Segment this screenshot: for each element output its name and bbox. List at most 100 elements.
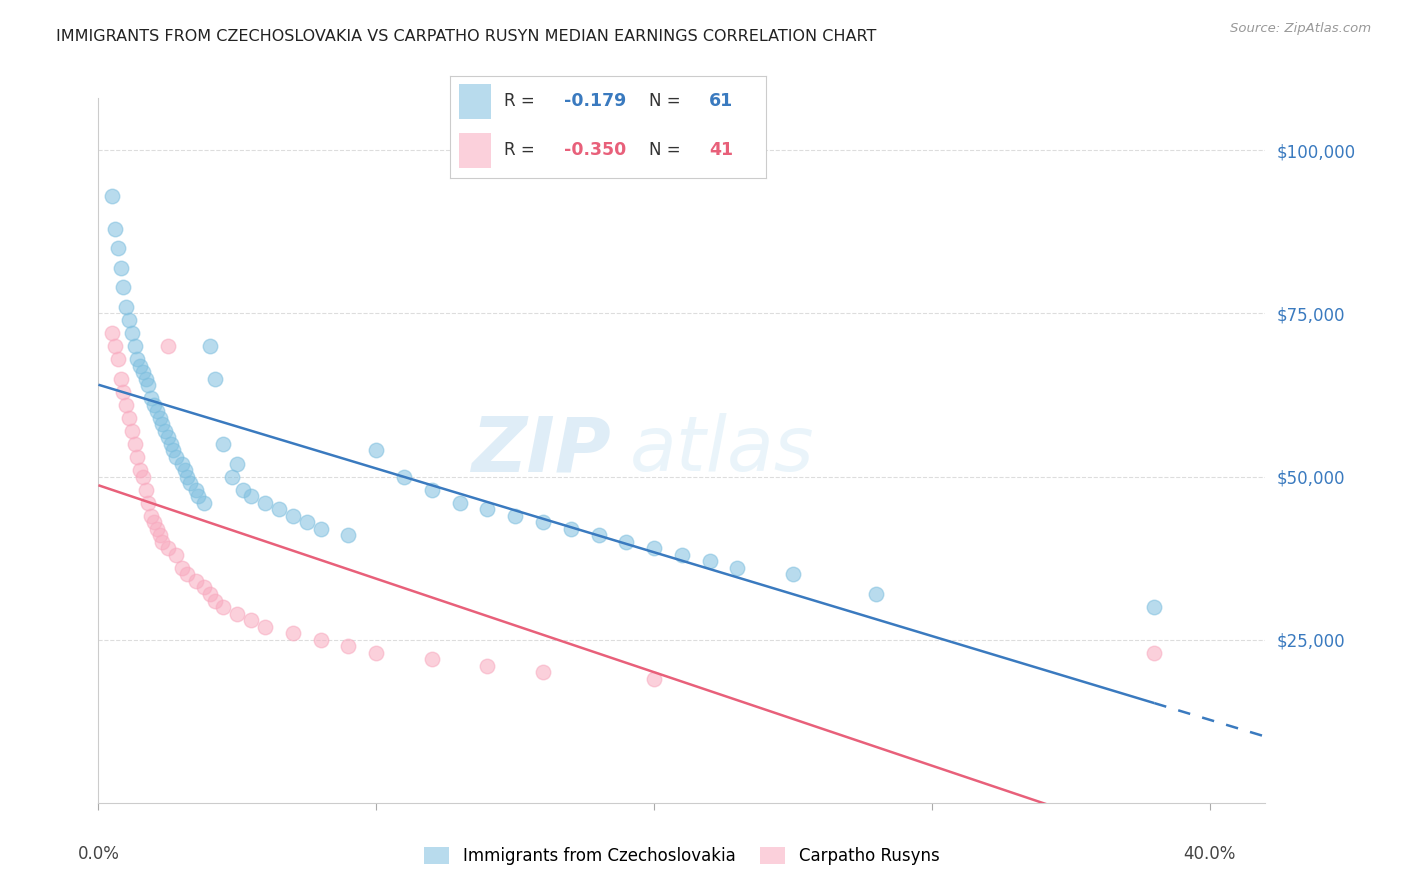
Point <box>477 658 499 673</box>
Point <box>162 443 184 458</box>
Point <box>614 534 637 549</box>
Point <box>477 502 499 516</box>
Point <box>176 469 198 483</box>
Point <box>449 496 471 510</box>
Point <box>588 528 610 542</box>
Point <box>110 372 132 386</box>
Text: atlas: atlas <box>630 414 814 487</box>
Point <box>281 508 304 523</box>
Point <box>143 398 166 412</box>
Point <box>132 365 155 379</box>
Point <box>118 410 141 425</box>
Point <box>127 352 149 367</box>
Point <box>148 410 170 425</box>
Text: -0.350: -0.350 <box>564 141 626 159</box>
Point <box>221 469 243 483</box>
Point <box>112 280 135 294</box>
Point <box>865 587 887 601</box>
Point <box>146 404 169 418</box>
Point <box>267 502 290 516</box>
Point <box>115 300 138 314</box>
Point <box>1143 646 1166 660</box>
Point <box>153 424 176 438</box>
Point <box>254 496 277 510</box>
Point <box>179 476 201 491</box>
Point <box>124 437 146 451</box>
Text: 40.0%: 40.0% <box>1184 846 1236 863</box>
Point <box>110 260 132 275</box>
Point <box>132 469 155 483</box>
Point <box>727 561 749 575</box>
Point <box>212 437 235 451</box>
Point <box>159 437 181 451</box>
Point <box>198 339 221 353</box>
Point <box>143 515 166 529</box>
Point <box>503 508 526 523</box>
Point <box>104 221 127 235</box>
Point <box>643 672 665 686</box>
Point <box>531 515 554 529</box>
Point <box>226 607 249 621</box>
Point <box>643 541 665 556</box>
Point <box>420 652 443 666</box>
Bar <box>460 133 491 168</box>
Point <box>1143 600 1166 615</box>
Text: R =: R = <box>503 93 540 111</box>
Point <box>156 430 179 444</box>
Point <box>309 632 332 647</box>
Point <box>173 463 195 477</box>
Point <box>309 522 332 536</box>
Point <box>121 424 143 438</box>
Point <box>176 567 198 582</box>
Text: R =: R = <box>503 141 540 159</box>
Point <box>187 489 209 503</box>
Point <box>671 548 693 562</box>
Point <box>254 619 277 633</box>
Point <box>184 483 207 497</box>
Point <box>121 326 143 340</box>
Point <box>129 463 152 477</box>
Point <box>184 574 207 588</box>
Text: N =: N = <box>650 141 686 159</box>
Point <box>138 496 160 510</box>
Point <box>107 241 129 255</box>
Point <box>240 489 263 503</box>
Point <box>165 450 187 464</box>
Point <box>699 554 721 568</box>
Point <box>104 339 127 353</box>
Point <box>135 483 157 497</box>
Point <box>337 639 360 653</box>
Point <box>150 534 173 549</box>
Point <box>193 581 215 595</box>
Point <box>129 359 152 373</box>
Point <box>170 457 193 471</box>
Point <box>782 567 804 582</box>
Text: -0.179: -0.179 <box>564 93 626 111</box>
Point <box>337 528 360 542</box>
Point <box>118 313 141 327</box>
Point <box>115 398 138 412</box>
Point <box>232 483 254 497</box>
Text: 61: 61 <box>710 93 734 111</box>
Point <box>138 378 160 392</box>
Point <box>148 528 170 542</box>
Point <box>420 483 443 497</box>
Point <box>366 646 388 660</box>
Point <box>204 593 226 607</box>
Text: 0.0%: 0.0% <box>77 846 120 863</box>
Point <box>170 561 193 575</box>
Text: ZIP: ZIP <box>472 414 612 487</box>
Point <box>240 613 263 627</box>
Text: 41: 41 <box>710 141 734 159</box>
Point <box>146 522 169 536</box>
Point <box>156 541 179 556</box>
Point <box>226 457 249 471</box>
Point <box>165 548 187 562</box>
Point <box>204 372 226 386</box>
Point <box>193 496 215 510</box>
Point <box>101 326 124 340</box>
Text: Source: ZipAtlas.com: Source: ZipAtlas.com <box>1230 22 1371 36</box>
Point <box>212 600 235 615</box>
Point <box>150 417 173 432</box>
Text: IMMIGRANTS FROM CZECHOSLOVAKIA VS CARPATHO RUSYN MEDIAN EARNINGS CORRELATION CHA: IMMIGRANTS FROM CZECHOSLOVAKIA VS CARPAT… <box>56 29 876 44</box>
